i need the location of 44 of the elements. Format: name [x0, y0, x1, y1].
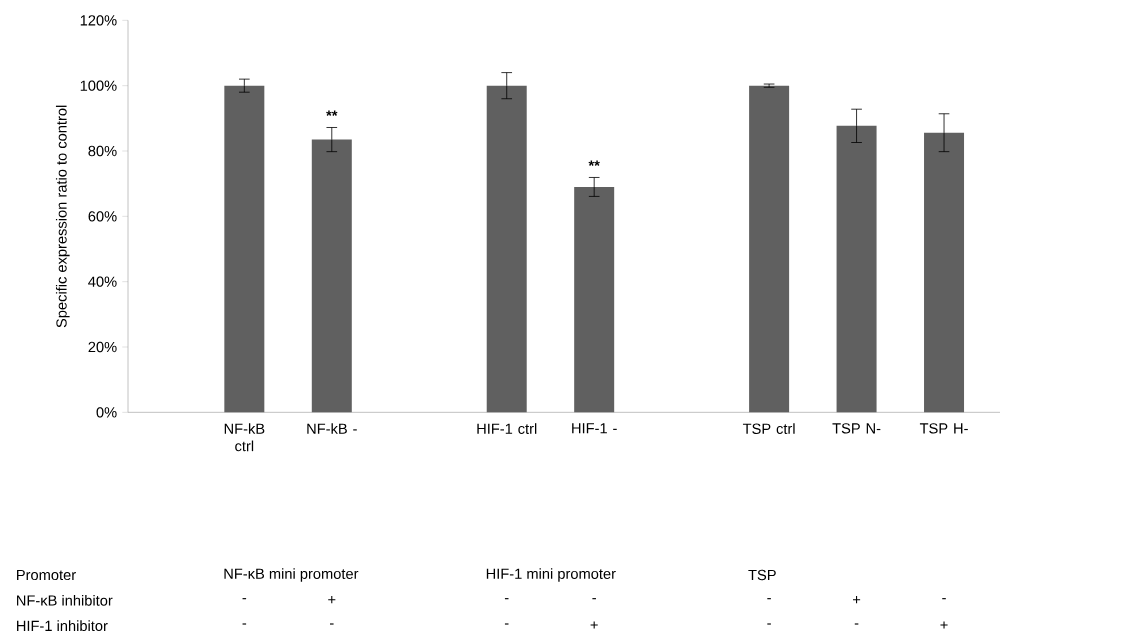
- y-tick-label: 40%: [88, 276, 117, 287]
- text: -: [767, 597, 771, 600]
- text: HIF-1 inhibitor: [17, 620, 108, 631]
- text: Promoter: [17, 569, 76, 580]
- text: -: [942, 597, 946, 600]
- text: +: [940, 621, 948, 629]
- bar: [924, 132, 965, 413]
- text: -: [854, 623, 859, 625]
- text: TSP: [748, 569, 776, 581]
- x-tick-label: TSP ctrl: [742, 423, 795, 434]
- text: -: [242, 597, 247, 600]
- y-tick-label: 120%: [80, 15, 117, 26]
- text: -: [504, 623, 509, 625]
- bar: [574, 186, 615, 413]
- x-tick-label: NF-kB -: [307, 423, 357, 434]
- x-tick-label: TSP N-: [832, 423, 881, 434]
- y-tick-label: 60%: [88, 211, 117, 222]
- y-axis-title: Specific expression ratio to control: [55, 105, 70, 328]
- text: +: [853, 595, 861, 604]
- text: +: [328, 595, 336, 604]
- text: -: [330, 623, 334, 625]
- y-tick-label: 0%: [96, 407, 117, 418]
- text: +: [590, 621, 598, 629]
- text: NF-κB mini promoter: [224, 568, 359, 582]
- x-tick-label: HIF-1 -: [572, 423, 617, 434]
- text: -: [504, 597, 509, 600]
- y-tick-label: 80%: [88, 145, 117, 157]
- text: -: [242, 623, 247, 625]
- y-tick-label: 20%: [88, 341, 117, 353]
- annotation: **: [326, 110, 338, 116]
- text: HIF-1 mini promoter: [486, 568, 616, 582]
- text: -: [592, 597, 596, 600]
- x-tick-label: HIF-1 ctrl: [477, 423, 537, 434]
- x-tick-label: TSP H-: [919, 423, 968, 434]
- text: NF-κB inhibitor: [17, 594, 113, 606]
- bar: [749, 85, 790, 413]
- bar: [836, 125, 877, 413]
- bar: [224, 85, 265, 413]
- bar: [486, 85, 527, 413]
- text: -: [767, 623, 771, 625]
- bar: [311, 139, 352, 413]
- x-tick-label: NF-kB ctrl: [224, 423, 265, 452]
- annotation: **: [588, 160, 600, 166]
- y-tick-label: 100%: [80, 80, 117, 91]
